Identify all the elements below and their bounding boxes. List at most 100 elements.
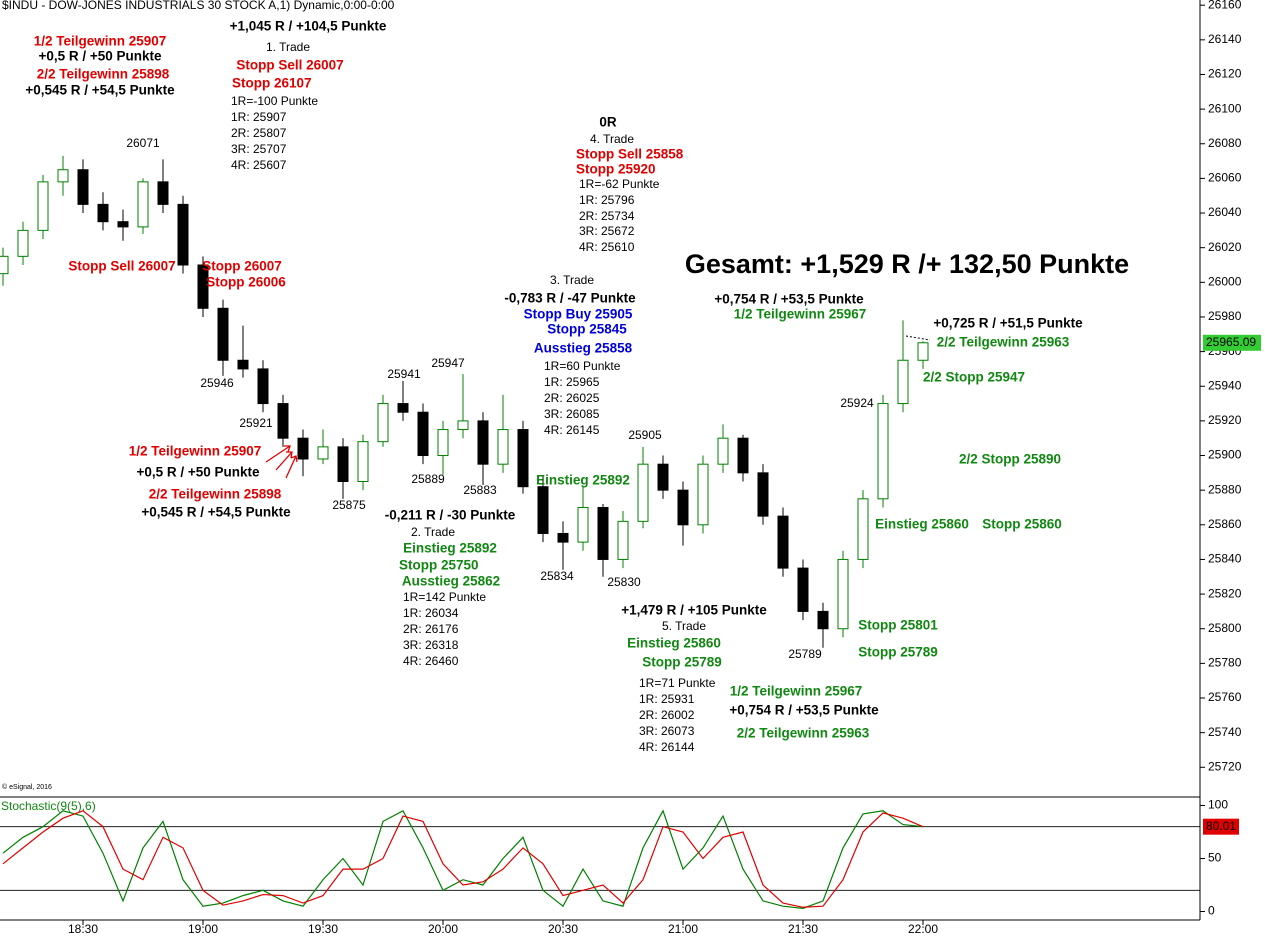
- y-tick-label: 25740: [1208, 725, 1242, 739]
- candle-body: [477, 420, 489, 465]
- annotation: +0,5 R / +50 Punkte: [38, 49, 162, 64]
- candle-body: [417, 411, 429, 457]
- y-tick-label: 25980: [1208, 309, 1242, 323]
- annotation: 2R: 25807: [231, 126, 287, 140]
- annotation: 0R: [599, 115, 617, 130]
- annotation: Stopp 25920: [576, 162, 656, 177]
- y-tick-label: 25720: [1208, 759, 1242, 773]
- candle-body: [217, 307, 229, 361]
- y-tick-label: 26120: [1208, 67, 1242, 81]
- arrow: [275, 451, 293, 471]
- y-tick-label: 26020: [1208, 240, 1242, 254]
- annotation: 4. Trade: [590, 132, 634, 146]
- annotation: 25924: [840, 396, 874, 410]
- candle-body: [137, 181, 149, 228]
- annotation: 1/2 Teilgewinn 25907: [129, 444, 262, 459]
- candle-body: [577, 506, 589, 543]
- candle-body: [177, 203, 189, 266]
- candle-body: [917, 342, 929, 361]
- annotation: Stopp 26006: [206, 275, 286, 290]
- y-tick-label: 25820: [1208, 586, 1242, 600]
- annotation: Stopp Sell 25858: [576, 147, 684, 162]
- annotation: 5. Trade: [662, 619, 706, 633]
- y-tick-label: 26080: [1208, 136, 1242, 150]
- annotation: 1R: 25931: [639, 692, 695, 706]
- annotation: Stopp 25860: [982, 517, 1062, 532]
- candle-body: [397, 403, 409, 413]
- x-tick-label: 19:30: [308, 922, 338, 936]
- indicator-value: 80.01: [1206, 819, 1236, 833]
- annotation: Stopp 25845: [547, 322, 627, 337]
- candle-body: [897, 359, 909, 405]
- annotation: Stopp 26007: [202, 259, 282, 274]
- annotation: 2R: 26002: [639, 708, 695, 722]
- annotation: Stopp 25801: [858, 618, 938, 633]
- y-tick-label: 26100: [1208, 101, 1242, 115]
- y-tick-label: 25920: [1208, 413, 1242, 427]
- annotation: 1/2 Teilgewinn 25967: [730, 684, 863, 699]
- annotation: 25830: [607, 575, 641, 589]
- annotation: 2. Trade: [411, 525, 455, 539]
- x-tick-label: 20:00: [428, 922, 458, 936]
- annotation: 4R: 25607: [231, 158, 287, 172]
- annotation: 25905: [628, 428, 662, 442]
- candle-body: [857, 498, 869, 560]
- annotation: 1/2 Teilgewinn 25907: [34, 34, 167, 49]
- candle-body: [237, 359, 249, 370]
- annotation: 3R: 26073: [639, 724, 695, 738]
- chart-title: $INDU - DOW-JONES INDUSTRIALS 30 STOCK A…: [2, 0, 395, 12]
- annotation: 25875: [332, 498, 366, 512]
- annotation: 4R: 26145: [544, 423, 600, 437]
- y-tick-label: 25900: [1208, 448, 1242, 462]
- annotation: 2R: 25734: [579, 209, 635, 223]
- y-tick-label: 25940: [1208, 378, 1242, 392]
- candle-body: [57, 169, 69, 183]
- annotation: Einstieg 25892: [403, 541, 497, 556]
- y-tick-label: 25760: [1208, 690, 1242, 704]
- y-tick-label: 26040: [1208, 205, 1242, 219]
- candle-body: [357, 441, 369, 483]
- annotation: 2/2 Teilgewinn 25963: [737, 726, 870, 741]
- candle-body: [837, 558, 849, 630]
- annotation: Stopp Sell 26007: [236, 58, 343, 73]
- annotation: Einstieg 25892: [536, 473, 630, 488]
- annotation: 25941: [387, 367, 421, 381]
- arrow: [265, 445, 291, 463]
- annotation: 4R: 26144: [639, 740, 695, 754]
- candle-body: [297, 437, 309, 460]
- annotation: +0,754 R / +53,5 Punkte: [729, 703, 879, 718]
- annotation: Einstieg 25860: [627, 636, 721, 651]
- candle-body: [257, 368, 269, 405]
- annotation: 25789: [788, 647, 822, 661]
- candle-body: [677, 489, 689, 526]
- annotation: 3R: 25707: [231, 142, 287, 156]
- connector: [905, 335, 931, 341]
- annotation: Einstieg 25860: [875, 517, 969, 532]
- stochastic-line: [2, 810, 924, 908]
- last-price-tag: [1203, 334, 1261, 351]
- y-tick-label: 25840: [1208, 552, 1242, 566]
- candle-body: [97, 203, 109, 223]
- y-tick-label: 26060: [1208, 171, 1242, 185]
- annotation: 1R: 25965: [544, 375, 600, 389]
- candle-body: [697, 463, 709, 526]
- annotation: 4R: 26460: [403, 654, 459, 668]
- annotation: 1R=142 Punkte: [403, 590, 486, 604]
- annotation: 25946: [200, 376, 234, 390]
- annotation: Stopp Sell 26007: [68, 259, 175, 274]
- annotation: Stopp 25789: [858, 645, 938, 660]
- indicator-tag: [1203, 818, 1239, 835]
- x-tick-label: 20:30: [548, 922, 578, 936]
- x-tick-label: 21:00: [668, 922, 698, 936]
- annotation: 25921: [239, 416, 273, 430]
- annotation: 2R: 26176: [403, 622, 459, 636]
- x-tick-label: 18:30: [68, 922, 98, 936]
- candle-body: [0, 255, 9, 275]
- annotation: Ausstieg 25862: [402, 574, 500, 589]
- annotation: 1/2 Teilgewinn 25967: [734, 307, 867, 322]
- y-tick-label: 100: [1208, 798, 1228, 812]
- annotation: Ausstieg 25858: [534, 341, 633, 356]
- annotation: Gesamt: +1,529 R /+ 132,50 Punkte: [685, 249, 1129, 279]
- annotation: 2/2 Teilgewinn 25963: [937, 335, 1070, 350]
- annotation: 2R: 26025: [544, 391, 600, 405]
